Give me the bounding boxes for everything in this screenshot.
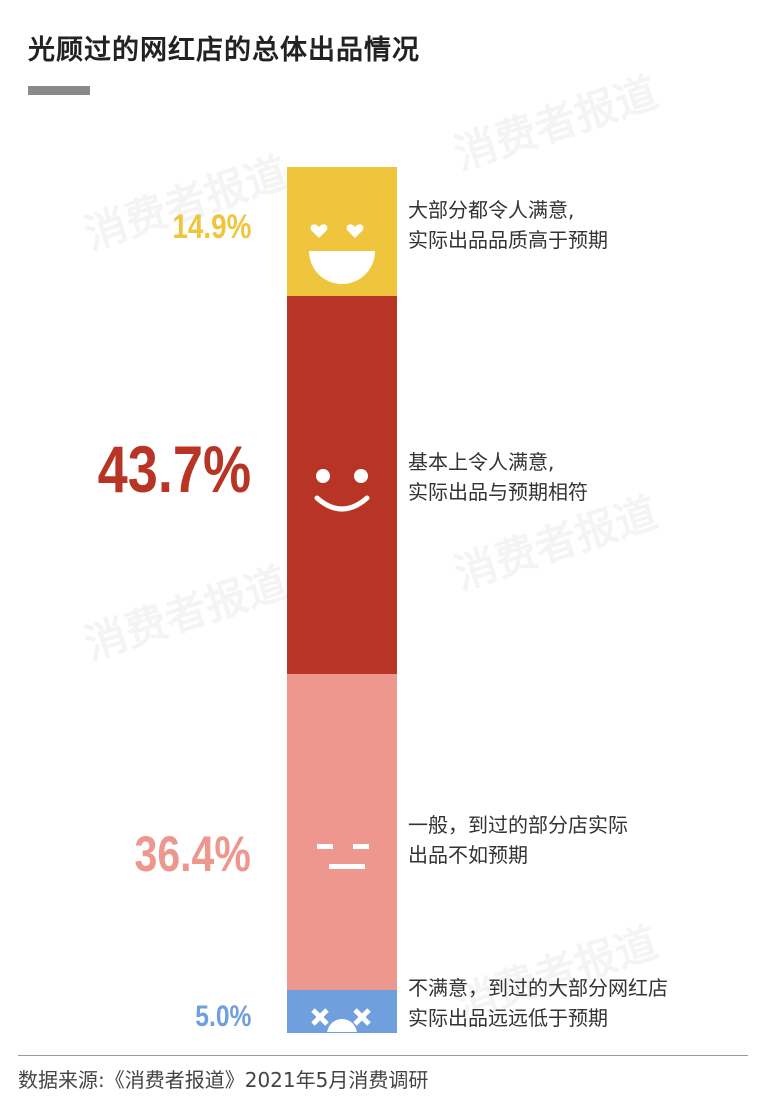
category-description: 基本上令人满意, 实际出品与预期相符: [408, 447, 588, 507]
source-note: 数据来源:《消费者报道》2021年5月消费调研: [18, 1068, 429, 1092]
description-line: 不满意，到过的大部分网红店: [408, 976, 668, 1000]
neutral-face-icon: [317, 844, 369, 870]
description-line: 大部分都令人满意,: [408, 198, 575, 222]
bar-segment: [287, 989, 397, 1033]
value-label: 43.7%: [97, 432, 251, 507]
value-label: 5.0%: [194, 1000, 251, 1033]
description-line: 实际出品与预期相符: [408, 480, 588, 504]
bar-segment: [287, 674, 397, 990]
heart-eyes-face-icon: [309, 224, 375, 284]
description-line: 实际出品品质高于预期: [408, 228, 608, 252]
value-label: 36.4%: [134, 826, 251, 882]
description-line: 基本上令人满意,: [408, 450, 555, 474]
dizzy-sad-face-icon: [311, 1007, 371, 1032]
value-label: 14.9%: [171, 207, 251, 246]
chart-title: 光顾过的网红店的总体出品情况: [28, 35, 420, 66]
category-description: 一般，到过的部分店实际 出品不如预期: [408, 810, 628, 870]
smile-face-icon: [314, 469, 370, 512]
description-line: 一般，到过的部分店实际: [408, 813, 628, 837]
bar-segment: [287, 296, 397, 675]
description-line: 实际出品远远低于预期: [408, 1006, 608, 1030]
watermark: 消费者报道: [76, 549, 295, 672]
category-description: 大部分都令人满意, 实际出品品质高于预期: [408, 195, 608, 255]
title-underline: [28, 86, 90, 95]
footer-divider: [18, 1055, 748, 1056]
bar-segment: [287, 167, 397, 297]
description-line: 出品不如预期: [408, 843, 528, 867]
category-description: 不满意，到过的大部分网红店 实际出品远远低于预期: [408, 973, 668, 1033]
watermark: 消费者报道: [446, 59, 665, 182]
